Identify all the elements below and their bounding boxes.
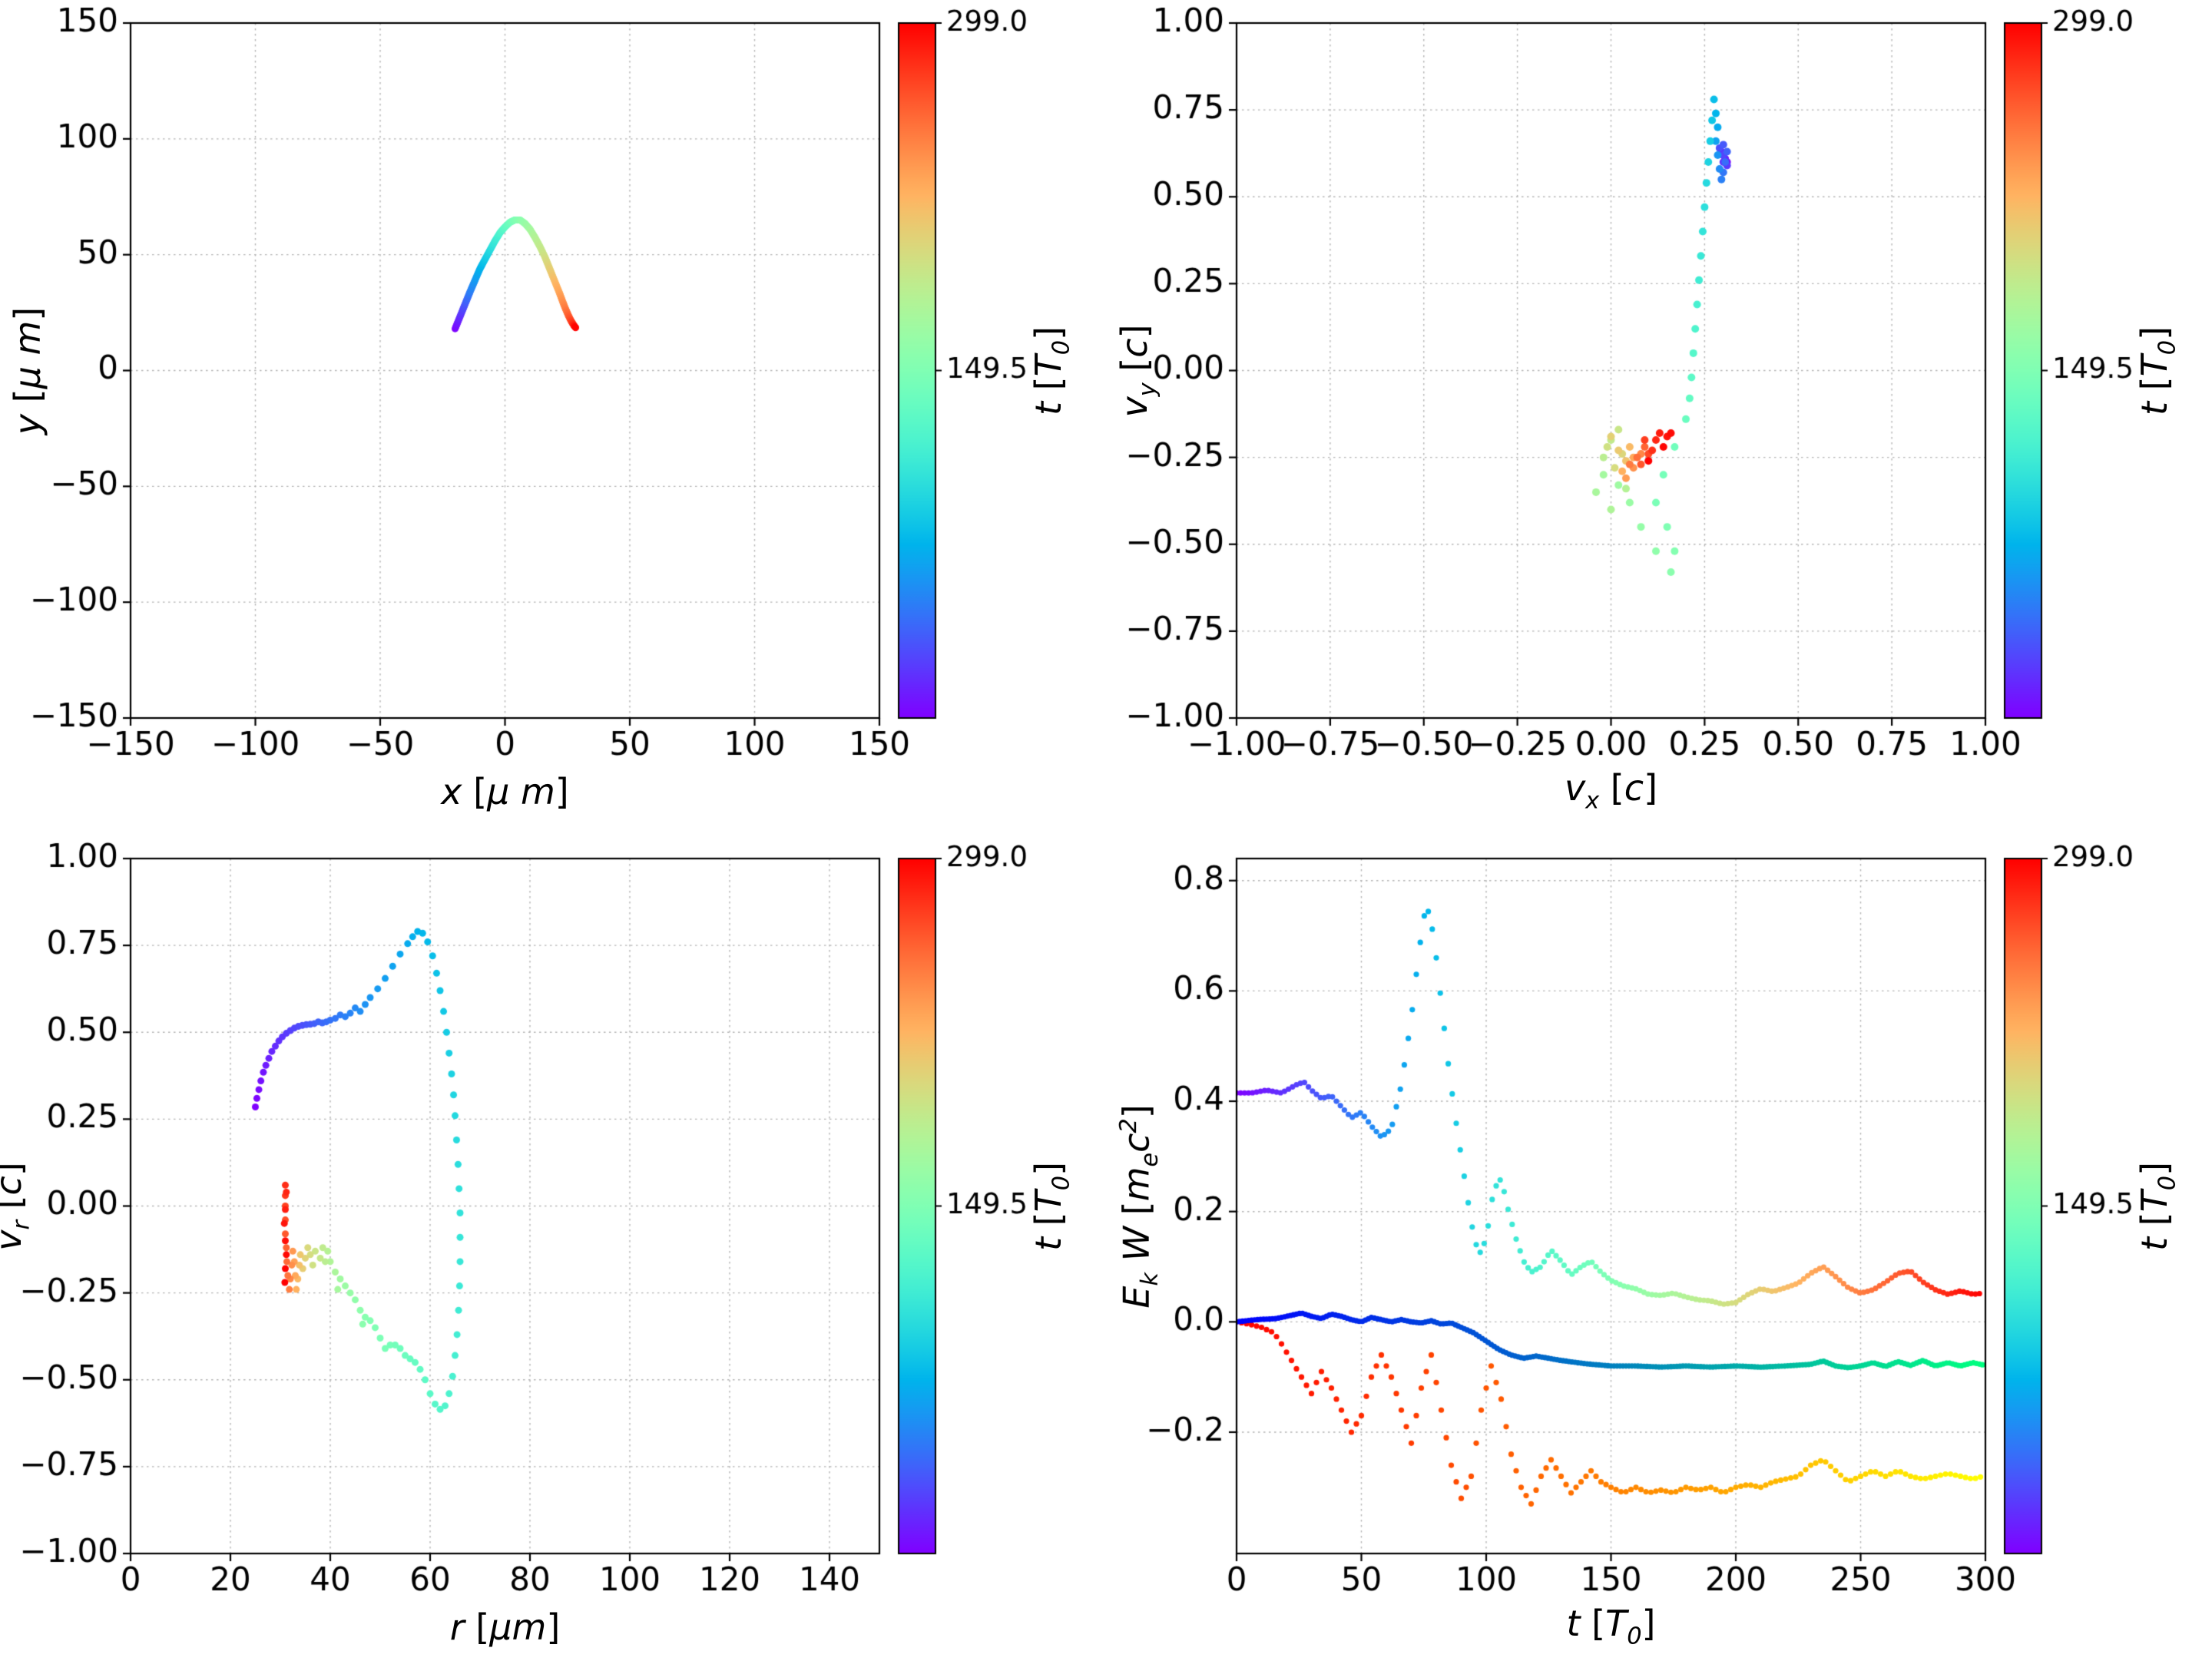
x-axis-label: x [μ m] [441, 771, 569, 812]
panel-energy-vs-time: t [T0] Ek W [mec2] t [T0] [1106, 836, 2212, 1671]
y-axis-label: y [μ m] [7, 306, 48, 435]
colorbar-label: t [T0] [2134, 326, 2181, 415]
r-vr-plot-canvas [0, 836, 1106, 1671]
vx-vy-plot-canvas [1106, 0, 2212, 836]
xy-trajectory-plot-canvas [0, 0, 1106, 836]
panel-r-vr-phase-space: r [μm] vr [c] t [T0] [0, 836, 1106, 1671]
y-axis-label: Ek W [mec2] [1115, 1104, 1164, 1309]
colorbar-label: t [T0] [1028, 326, 1075, 415]
x-axis-label: r [μm] [449, 1606, 561, 1648]
x-axis-label: t [T0] [1566, 1603, 1656, 1650]
x-axis-label: vx [c] [1564, 767, 1658, 815]
colorbar-label: t [T0] [2134, 1161, 2181, 1251]
y-axis-label: vr [c] [0, 1162, 35, 1251]
y-axis-label: vy [c] [1114, 323, 1161, 418]
energy-time-plot-canvas [1106, 836, 2212, 1671]
panel-vx-vy-phase-space: vx [c] vy [c] t [T0] [1106, 0, 2212, 836]
colorbar-label: t [T0] [1028, 1161, 1075, 1251]
panel-xy-trajectory: x [μ m] y [μ m] t [T0] [0, 0, 1106, 836]
